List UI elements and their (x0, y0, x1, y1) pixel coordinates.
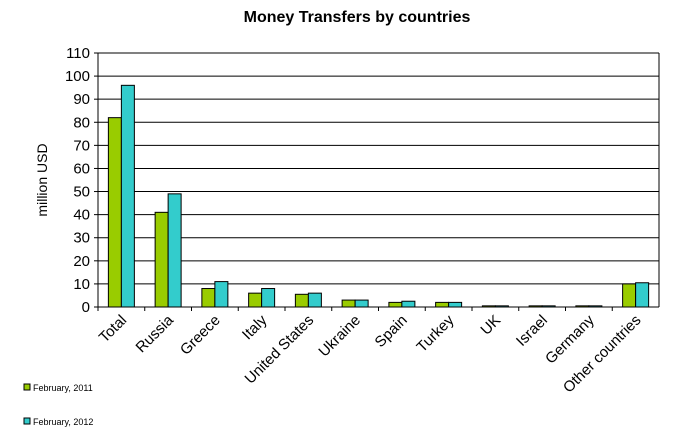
x-tick-label: Israel (513, 312, 551, 350)
bar (307, 292, 322, 308)
bar (107, 117, 122, 308)
y-tick-label: 90 (73, 91, 90, 108)
y-axis-label: million USD (34, 143, 50, 216)
bar (388, 301, 403, 308)
bar (261, 288, 276, 308)
y-tick-label: 20 (73, 253, 90, 270)
x-tick-label: Ukraine (315, 312, 364, 361)
x-tick-label: Russia (133, 311, 178, 356)
bar (401, 300, 416, 308)
x-tick-label: Total (96, 312, 130, 346)
bar (120, 84, 135, 308)
legend-swatch (23, 383, 31, 391)
y-tick-label: 60 (73, 160, 90, 177)
bar (341, 299, 356, 308)
y-tick-label: 50 (73, 184, 90, 201)
y-tick-label: 100 (65, 68, 90, 85)
bar (167, 193, 182, 308)
y-tick-label: 70 (73, 137, 90, 154)
bar (248, 292, 263, 308)
legend-label: February, 2012 (33, 417, 93, 427)
bar (635, 282, 650, 308)
bar (201, 288, 216, 308)
bar (294, 293, 309, 308)
x-tick-label: Greece (177, 312, 224, 359)
x-tick-label: Italy (239, 311, 271, 343)
bar (622, 283, 637, 308)
legend-label: February, 2011 (33, 383, 93, 393)
y-tick-label: 0 (82, 299, 90, 316)
bar (154, 211, 169, 308)
chart-title: Money Transfers by countries (244, 9, 471, 26)
y-tick-label: 110 (66, 45, 90, 62)
x-tick-label: UK (477, 312, 504, 339)
y-tick-label: 40 (73, 207, 90, 224)
x-tick-label: Turkey (413, 311, 457, 355)
bar (435, 301, 450, 308)
y-tick-label: 30 (73, 230, 90, 247)
y-tick-label: 80 (73, 114, 90, 131)
bar (448, 301, 463, 308)
bar (214, 281, 229, 308)
bar (354, 299, 369, 308)
legend-swatch (23, 417, 31, 425)
y-tick-label: 10 (73, 276, 90, 293)
x-tick-label: Spain (372, 312, 411, 351)
